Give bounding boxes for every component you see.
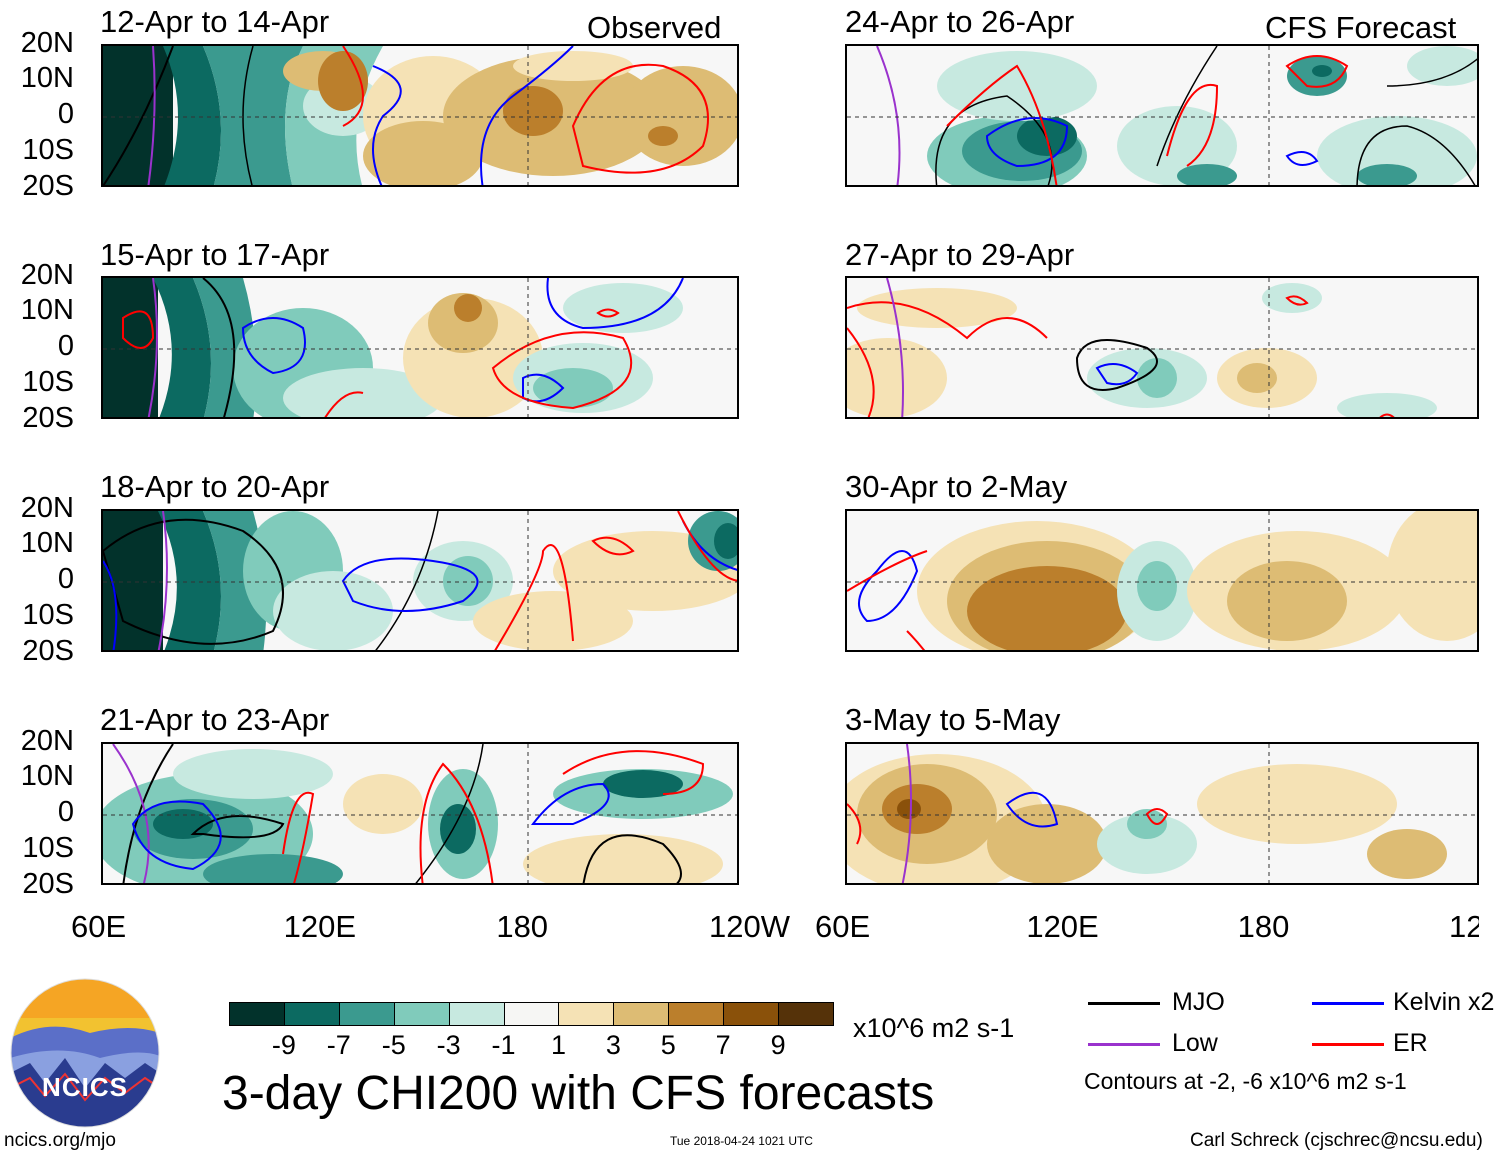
lat-label: 20S <box>22 402 74 434</box>
lat-label: 10N <box>20 527 74 559</box>
lat-label: 0 <box>57 98 74 130</box>
legend-mjo-line <box>1088 1002 1160 1005</box>
map-panel-obs-2 <box>101 276 739 419</box>
colorbar-tick-label: -3 <box>436 1030 461 1060</box>
legend-er-label: ER <box>1393 1029 1428 1057</box>
panel-title-fc-4: 3-May to 5-May <box>845 702 1061 737</box>
lon-label: 60E <box>815 909 871 944</box>
lat-label: 20N <box>20 27 74 59</box>
panel-title-fc-1: 24-Apr to 26-Apr <box>845 4 1075 39</box>
lat-label: 0 <box>57 796 74 828</box>
colorbar-swatch <box>558 1002 615 1026</box>
panel-title-fc-2: 27-Apr to 29-Apr <box>845 237 1075 272</box>
lat-label: 20N <box>20 725 74 757</box>
legend-low-label: Low <box>1172 1029 1218 1057</box>
lat-label: 10N <box>20 760 74 792</box>
colorbar-swatch <box>448 1002 505 1026</box>
colorbar-swatch <box>229 1002 285 1026</box>
colorbar-swatch <box>778 1002 834 1026</box>
cfs-forecast-label: CFS Forecast <box>1265 10 1457 45</box>
lon-label: 120W <box>709 909 790 944</box>
lat-label: 0 <box>57 563 74 595</box>
colorbar-units: x10^6 m2 s-1 <box>853 1013 1015 1043</box>
lat-label: 10S <box>22 134 74 166</box>
panel-title-obs-2: 15-Apr to 17-Apr <box>100 237 330 272</box>
footer-url[interactable]: ncics.org/mjo <box>4 1130 116 1151</box>
panel-title-fc-3: 30-Apr to 2-May <box>845 469 1068 504</box>
legend-low-line <box>1088 1043 1160 1046</box>
colorbar-tick-label: 7 <box>715 1030 731 1060</box>
lon-label: 120W <box>1449 911 1479 942</box>
lat-label: 0 <box>57 330 74 362</box>
panel-title-obs-1: 12-Apr to 14-Apr <box>100 4 330 39</box>
lat-label: 10S <box>22 599 74 631</box>
legend-mjo-label: MJO <box>1172 988 1225 1016</box>
lon-label: 180 <box>496 909 549 944</box>
colorbar-swatch <box>723 1002 780 1026</box>
colorbar-tick-label: -5 <box>381 1030 406 1060</box>
map-panel-obs-4 <box>101 742 739 885</box>
colorbar-swatch <box>503 1002 560 1026</box>
legend-contour-note: Contours at -2, -6 x10^6 m2 s-1 <box>1084 1068 1407 1094</box>
footer-author: Carl Schreck (cjschrec@ncsu.edu) <box>1190 1130 1483 1151</box>
legend-kelvin-line <box>1312 1002 1384 1005</box>
footer-timestamp: Tue 2018-04-24 1021 UTC <box>670 1134 813 1148</box>
legend-er-line <box>1312 1043 1384 1046</box>
logo-text: NCICS <box>42 1072 128 1102</box>
observed-label: Observed <box>587 10 722 45</box>
colorbar-swatch <box>338 1002 395 1026</box>
map-panel-obs-3 <box>101 509 739 652</box>
lat-label: 10N <box>20 62 74 94</box>
lat-label: 20S <box>22 868 74 900</box>
colorbar-swatch <box>668 1002 725 1026</box>
map-panel-fc-2 <box>845 276 1479 419</box>
colorbar-tick-label: -9 <box>271 1030 296 1060</box>
colorbar-swatch <box>613 1002 670 1026</box>
colorbar-labels: -9 -7 -5 -3 -1 1 3 5 7 9 <box>229 1032 833 1062</box>
colorbar-tick-label: 3 <box>605 1030 621 1060</box>
colorbar-swatch <box>393 1002 450 1026</box>
lat-label: 20S <box>22 170 74 202</box>
ncics-logo: NCICS <box>10 978 160 1128</box>
lat-label: 20S <box>22 635 74 667</box>
colorbar-swatch <box>283 1002 340 1026</box>
lon-label: 60E <box>71 909 127 944</box>
colorbar <box>229 1002 834 1026</box>
lon-label: 120E <box>283 909 357 944</box>
panel-title-obs-4: 21-Apr to 23-Apr <box>100 702 330 737</box>
lat-label: 20N <box>20 492 74 524</box>
map-panel-fc-1 <box>845 44 1479 187</box>
map-panel-obs-1 <box>101 44 739 187</box>
lon-label: 180 <box>1237 909 1290 944</box>
lat-label: 10S <box>22 832 74 864</box>
colorbar-tick-label: 9 <box>770 1030 786 1060</box>
colorbar-tick-label: 1 <box>550 1030 566 1060</box>
lat-label: 10N <box>20 294 74 326</box>
map-panel-fc-4 <box>845 742 1479 885</box>
legend-kelvin-label: Kelvin x2 <box>1393 988 1495 1016</box>
lon-label: 120E <box>1026 909 1099 944</box>
colorbar-tick-label: -1 <box>491 1030 516 1060</box>
colorbar-tick-label: -7 <box>326 1030 351 1060</box>
lat-label: 10S <box>22 366 74 398</box>
lat-label: 20N <box>20 259 74 291</box>
map-panel-fc-3 <box>845 509 1479 652</box>
colorbar-tick-label: 5 <box>660 1030 676 1060</box>
panel-title-obs-3: 18-Apr to 20-Apr <box>100 469 330 504</box>
main-title: 3-day CHI200 with CFS forecasts <box>222 1067 935 1120</box>
